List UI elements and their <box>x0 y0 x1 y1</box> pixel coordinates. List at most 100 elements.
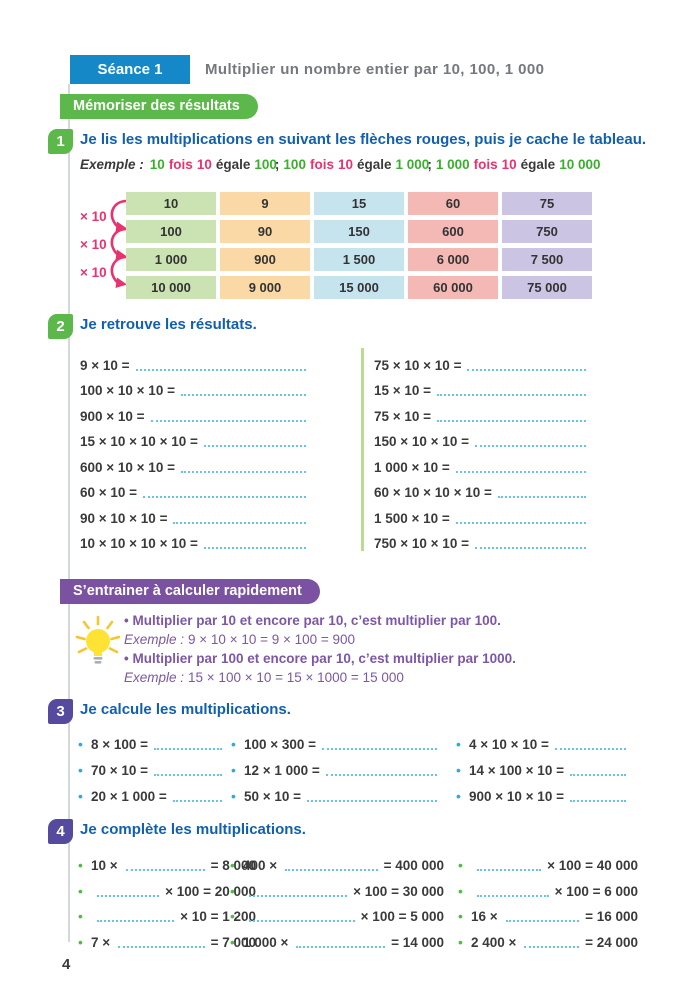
answer-blank[interactable] <box>505 920 580 923</box>
equation-row: 75 × 10 × 10 = <box>374 348 586 374</box>
answer-blank[interactable] <box>249 920 355 923</box>
table-cell: 60 000 <box>408 276 498 299</box>
table-cell: 90 <box>220 220 310 243</box>
equation-label: 75 × 10 = <box>374 408 432 424</box>
exercise-4-title: Je complète les multiplications. <box>80 821 306 838</box>
equation-label: 50 × 10 = <box>244 789 302 804</box>
answer-blank[interactable] <box>296 945 386 948</box>
equation-row: • 100 × 300 = <box>231 727 437 753</box>
equation-row: 75 × 10 = <box>374 399 586 425</box>
equation-row: • 2 400 × = 24 000 <box>458 925 638 950</box>
example-result: 10 000 <box>559 157 601 172</box>
equation-suffix: = 16 000 <box>585 909 638 925</box>
exercise-2-title: Je retrouve les résultats. <box>80 316 257 333</box>
answer-blank[interactable] <box>97 920 175 923</box>
answer-blank[interactable] <box>203 547 306 549</box>
item-bullet: • <box>78 736 83 752</box>
answer-blank[interactable] <box>455 521 586 524</box>
item-bullet: • <box>458 908 463 925</box>
equation-prefix: 2 400 × <box>471 934 517 950</box>
item-bullet: • <box>230 908 235 925</box>
equation-row: 1 500 × 10 = <box>374 501 586 527</box>
answer-blank[interactable] <box>554 748 626 750</box>
table-cell: 1 000 <box>126 248 216 271</box>
table-cell: 6 000 <box>408 248 498 271</box>
answer-blank[interactable] <box>180 470 306 473</box>
answer-blank[interactable] <box>497 496 586 498</box>
answer-blank[interactable] <box>154 748 222 750</box>
equation-row: • 7 × = 7 000 <box>78 925 256 950</box>
equation-row: 750 × 10 × 10 = <box>374 527 586 553</box>
answer-blank[interactable] <box>437 419 586 422</box>
equation-prefix: 1 000 × <box>243 934 289 950</box>
equation-label: 1 500 × 10 = <box>374 510 450 526</box>
equation-row: • 900 × 10 × 10 = <box>456 779 626 805</box>
exercise-4-number: 4 <box>48 819 73 844</box>
item-bullet: • <box>230 882 235 899</box>
answer-blank[interactable] <box>569 774 626 776</box>
equation-row: • 10 × = 8 000 <box>78 849 256 874</box>
tip-bullet: • <box>124 613 129 628</box>
answer-blank[interactable] <box>125 869 205 872</box>
equation-label: 14 × 100 × 10 = <box>469 763 564 778</box>
equation-label: 8 × 100 = <box>91 737 149 752</box>
answer-blank[interactable] <box>118 945 205 948</box>
equation-suffix: × 100 = 6 000 <box>554 883 638 899</box>
equation-label: 1 000 × 10 = <box>374 459 450 475</box>
answer-blank[interactable] <box>135 368 306 371</box>
answer-blank[interactable] <box>180 394 306 396</box>
multiplication-table: 10 9 15 60 75 100 90 150 600 750 1 000 9… <box>126 192 592 299</box>
equation-row: • 16 × = 16 000 <box>458 900 638 925</box>
answer-blank[interactable] <box>437 394 586 396</box>
equation-row: • 14 × 100 × 10 = <box>456 753 626 779</box>
equation-label: 60 × 10 × 10 × 10 = <box>374 485 492 500</box>
answer-blank[interactable] <box>322 748 437 750</box>
answer-blank[interactable] <box>97 894 160 897</box>
equation-suffix: × 100 = 5 000 <box>360 909 444 925</box>
answer-blank[interactable] <box>172 800 222 802</box>
table-cell: 150 <box>314 220 404 243</box>
answer-blank[interactable] <box>150 419 306 422</box>
answer-blank[interactable] <box>474 445 586 447</box>
answer-blank[interactable] <box>325 774 437 776</box>
equation-row: 10 × 10 × 10 × 10 = <box>80 527 306 553</box>
table-cell: 10 000 <box>126 276 216 299</box>
tip-bullet: • <box>124 651 129 666</box>
answer-blank[interactable] <box>154 774 222 776</box>
answer-blank[interactable] <box>143 496 306 498</box>
section-train-pill: S’entrainer à calculer rapidement <box>60 579 320 604</box>
times-ten-label: × 10 <box>80 209 107 224</box>
exercise-2-right-column: 75 × 10 × 10 = 15 × 10 = 75 × 10 = 150 ×… <box>374 348 586 552</box>
lightbulb-icon <box>75 615 121 664</box>
equation-label: 150 × 10 × 10 = <box>374 434 469 449</box>
table-cell: 60 <box>408 192 498 215</box>
seance-badge: Séance 1 <box>70 55 190 84</box>
answer-blank[interactable] <box>524 945 580 948</box>
table-cell: 900 <box>220 248 310 271</box>
answer-blank[interactable] <box>173 521 306 524</box>
answer-blank[interactable] <box>569 800 626 802</box>
equation-row: 60 × 10 = <box>80 476 306 502</box>
equation-prefix: 16 × <box>471 909 498 925</box>
answer-blank[interactable] <box>285 869 378 872</box>
page-title: Multiplier un nombre entier par 10, 100,… <box>205 61 545 78</box>
equation-label: 750 × 10 × 10 = <box>374 536 469 551</box>
equation-row: • 50 × 10 = <box>231 779 437 805</box>
answer-blank[interactable] <box>249 894 348 897</box>
exercise-3-column-2: • 100 × 300 = • 12 × 1 000 = • 50 × 10 = <box>231 727 437 805</box>
answer-blank[interactable] <box>477 894 549 897</box>
tip-rule-line: • Multiplier par 10 et encore par 10, c’… <box>124 612 501 630</box>
answer-blank[interactable] <box>455 470 586 473</box>
answer-blank[interactable] <box>467 368 586 371</box>
exercise-2-left-column: 9 × 10 = 100 × 10 × 10 = 900 × 10 = 15 ×… <box>80 348 306 552</box>
answer-blank[interactable] <box>203 445 306 447</box>
table-cell: 600 <box>408 220 498 243</box>
example-operand: 10 <box>149 157 165 172</box>
equation-row: 1 000 × 10 = <box>374 450 586 476</box>
answer-blank[interactable] <box>307 800 437 802</box>
answer-blank[interactable] <box>474 547 586 549</box>
answer-blank[interactable] <box>477 869 542 872</box>
item-bullet: • <box>78 788 83 804</box>
equation-label: 15 × 10 × 10 × 10 = <box>80 434 198 449</box>
tip-example-line: Exemple :15 × 100 × 10 = 15 × 1000 = 15 … <box>124 669 404 687</box>
